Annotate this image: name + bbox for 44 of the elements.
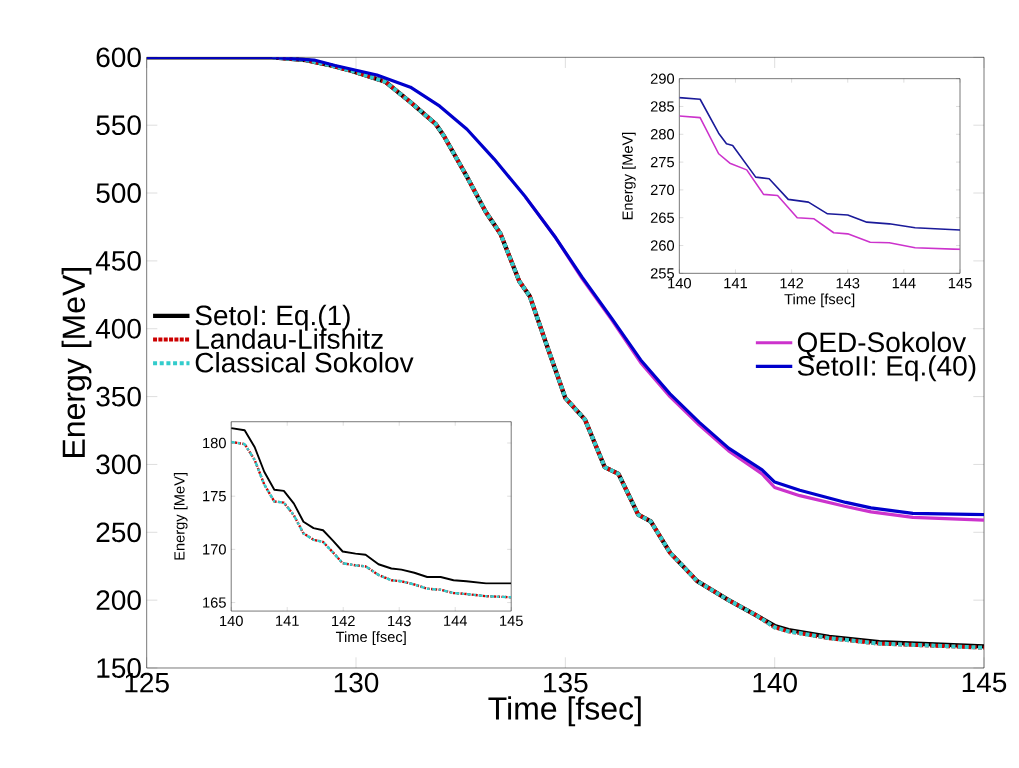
x-axis-title: Time [fsec] bbox=[335, 631, 406, 645]
y-tick-label: 350 bbox=[96, 386, 141, 407]
y-tick-label: 200 bbox=[96, 590, 141, 611]
x-tick-label: 145 bbox=[962, 672, 1007, 693]
y-tick-label: 300 bbox=[96, 454, 141, 475]
y-tick-label: 175 bbox=[203, 491, 226, 502]
x-tick-label: 143 bbox=[388, 615, 411, 627]
y-tick-label: 400 bbox=[95, 318, 141, 339]
x-tick-label: 144 bbox=[892, 278, 916, 289]
y-tick-label: 180 bbox=[203, 437, 226, 449]
y-axis-title: Energy [MeV] bbox=[622, 132, 636, 220]
y-tick-label: 165 bbox=[203, 597, 226, 608]
y-tick-label: 500 bbox=[96, 183, 141, 203]
y-tick-label: 450 bbox=[95, 250, 141, 271]
x-axis-title: Time [fsec] bbox=[784, 293, 855, 308]
x-tick-label: 145 bbox=[948, 278, 972, 289]
x-axis-title: Time [fsec] bbox=[488, 696, 641, 727]
x-tick-label: 144 bbox=[444, 615, 467, 626]
y-tick-label: 265 bbox=[650, 212, 674, 223]
x-tick-label: 140 bbox=[220, 615, 243, 627]
x-tick-label: 140 bbox=[668, 278, 691, 289]
x-tick-label: 143 bbox=[836, 278, 860, 289]
x-tick-label: 140 bbox=[753, 672, 797, 693]
y-tick-label: 255 bbox=[650, 268, 674, 279]
y-tick-label: 275 bbox=[650, 156, 674, 168]
y-axis-title: Energy [MeV] bbox=[173, 473, 188, 560]
y-tick-label: 270 bbox=[650, 184, 675, 196]
legend-label: Classical Sokolov bbox=[195, 352, 414, 373]
x-tick-label: 142 bbox=[332, 615, 355, 627]
x-tick-label: 141 bbox=[724, 278, 747, 289]
x-tick-label: 145 bbox=[500, 615, 523, 627]
y-tick-label: 285 bbox=[650, 101, 674, 112]
y-tick-label: 280 bbox=[650, 129, 675, 140]
y-tick-label: 550 bbox=[96, 115, 141, 136]
x-tick-label: 130 bbox=[334, 672, 379, 693]
y-axis-title: Energy [MeV] bbox=[61, 268, 92, 457]
y-tick-label: 600 bbox=[96, 47, 141, 68]
y-tick-label: 250 bbox=[96, 522, 141, 543]
x-tick-label: 141 bbox=[276, 615, 299, 626]
x-tick-label: 135 bbox=[544, 672, 588, 693]
y-tick-label: 290 bbox=[650, 73, 675, 84]
x-tick-label: 142 bbox=[780, 278, 804, 289]
y-tick-label: 170 bbox=[203, 544, 226, 555]
y-tick-label: 260 bbox=[650, 240, 675, 251]
